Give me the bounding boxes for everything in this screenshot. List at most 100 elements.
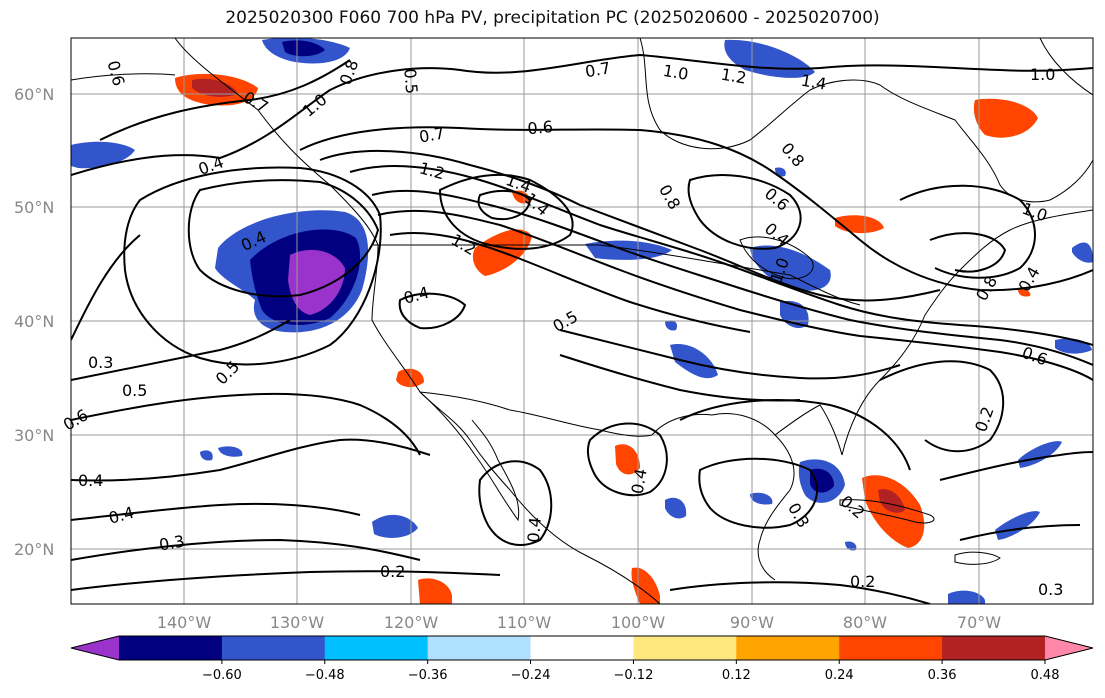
colorbar-outline (70, 635, 1094, 661)
colorbar-segment (736, 636, 840, 660)
precip-area-great-lakes (750, 245, 831, 291)
colorbar-segment (633, 636, 737, 660)
lon-label: 80°W (843, 613, 887, 632)
precip-area-bottom (948, 590, 985, 604)
precip-area-atlantic-se (1018, 441, 1062, 468)
contour-label: 0.6 (527, 117, 554, 138)
lon-label: 130°W (270, 613, 325, 632)
contour-line (939, 451, 1093, 481)
colorbar-tick-label: −0.24 (511, 668, 551, 683)
lon-label: 120°W (384, 613, 439, 632)
coastline-baja (419, 391, 520, 522)
contour-line (477, 189, 532, 220)
colorbar-tick-label: 0.36 (928, 668, 957, 683)
colorbar-extend-high (1045, 636, 1093, 660)
contour-line (879, 360, 1005, 453)
contour-line (669, 581, 931, 604)
precip-area-montana (512, 190, 530, 204)
lon-label: 110°W (497, 613, 552, 632)
colorbar-extend-low (71, 636, 119, 660)
colorbar-segment (119, 636, 223, 660)
colorbar-tick-label: −0.12 (614, 668, 654, 683)
contour-label: 0.3 (88, 353, 113, 372)
contour-line (71, 502, 361, 521)
contour-label: 1.0 (1030, 65, 1055, 84)
contour-line (71, 319, 291, 381)
hispaniola (954, 551, 1001, 565)
lat-label: 40°N (14, 312, 54, 331)
longitude-labels: 140°W 130°W 120°W 110°W 100°W 90°W 80°W … (157, 613, 1001, 632)
contour-label: 0.7 (584, 58, 612, 81)
contour-label: 0.2 (850, 572, 875, 591)
lon-label: 100°W (611, 613, 666, 632)
precip-area-mexico (615, 444, 640, 475)
precip-area-atlantic-ne (1072, 242, 1093, 263)
contour-line (71, 392, 421, 456)
colorbar-tick-label: −0.60 (202, 668, 242, 683)
coastline-pacific (174, 38, 661, 604)
greatlakes (739, 236, 814, 280)
precip-area-small-1 (200, 450, 213, 461)
contour-line (123, 166, 382, 366)
map-frame (70, 37, 1094, 605)
precip-area-pacific-s (418, 578, 452, 604)
precip-area-atlantic-small (1018, 289, 1031, 297)
lat-label: 50°N (14, 198, 54, 217)
graticule (71, 38, 1093, 604)
contour-line (929, 232, 1007, 273)
coastline-florida (774, 404, 843, 456)
contour-line (377, 209, 1093, 381)
contour-line (71, 538, 421, 561)
contour-line (71, 570, 501, 591)
latitude-labels: 60°N 50°N 40°N 30°N 20°N (14, 85, 54, 559)
coastline-gulf (651, 413, 795, 581)
precip-area-small-3 (750, 492, 773, 505)
contour-line (319, 149, 941, 302)
contour-label: 1.2 (720, 65, 748, 88)
contour-line (559, 329, 901, 380)
precip-area-small-4 (665, 320, 678, 331)
colorbar-segment (942, 636, 1046, 660)
colorbar-tick-label: 0.24 (825, 668, 854, 683)
contour-line (187, 179, 380, 298)
cuba (839, 499, 935, 524)
contour-label: 0.4 (524, 516, 545, 543)
contour-line (559, 354, 801, 402)
border-us-mexico (419, 391, 653, 437)
precip-area-labrador (973, 98, 1038, 138)
coastline-labrador (879, 84, 1093, 203)
contour-label: 0.2 (380, 562, 405, 581)
alaska-coast (71, 73, 176, 81)
precip-positive-areas (175, 73, 1038, 604)
contour-line (299, 126, 1093, 292)
contour-label: 0.5 (400, 68, 421, 95)
contour-line (899, 184, 1036, 279)
precip-area-small-2 (218, 446, 243, 457)
precip-area-gulf-alaska-core (282, 40, 325, 57)
precip-area-mexico-gulf (665, 497, 687, 519)
colorbar-tick-label: 0.48 (1031, 668, 1060, 683)
contour-label: 0.3 (1038, 580, 1063, 599)
precip-area-pacific-nw-max (288, 249, 345, 315)
coastline-hudson (639, 38, 881, 150)
precip-area-caribbean-e (995, 511, 1040, 540)
contour-line (438, 173, 574, 250)
colorbar-tick-label: 0.12 (722, 668, 751, 683)
contour-label: 0.7 (418, 123, 446, 146)
precip-area-mexico-s (631, 567, 660, 604)
contour-line (349, 165, 1093, 346)
contour-label: 1.0 (662, 61, 690, 84)
contour-line (687, 174, 802, 250)
contour-label: 1.4 (800, 71, 828, 94)
precip-area-pacific-sw (372, 514, 418, 538)
contour-line (71, 53, 1093, 176)
coastlines-borders (71, 38, 1093, 604)
lon-label: 90°W (730, 613, 774, 632)
colorbar-segment (427, 636, 532, 660)
contour-label: 0.4 (628, 467, 651, 495)
contour-line (478, 460, 553, 546)
precip-area-ohio (670, 344, 718, 379)
contour-line (371, 189, 1093, 366)
coastline-atlantic (841, 209, 1093, 456)
